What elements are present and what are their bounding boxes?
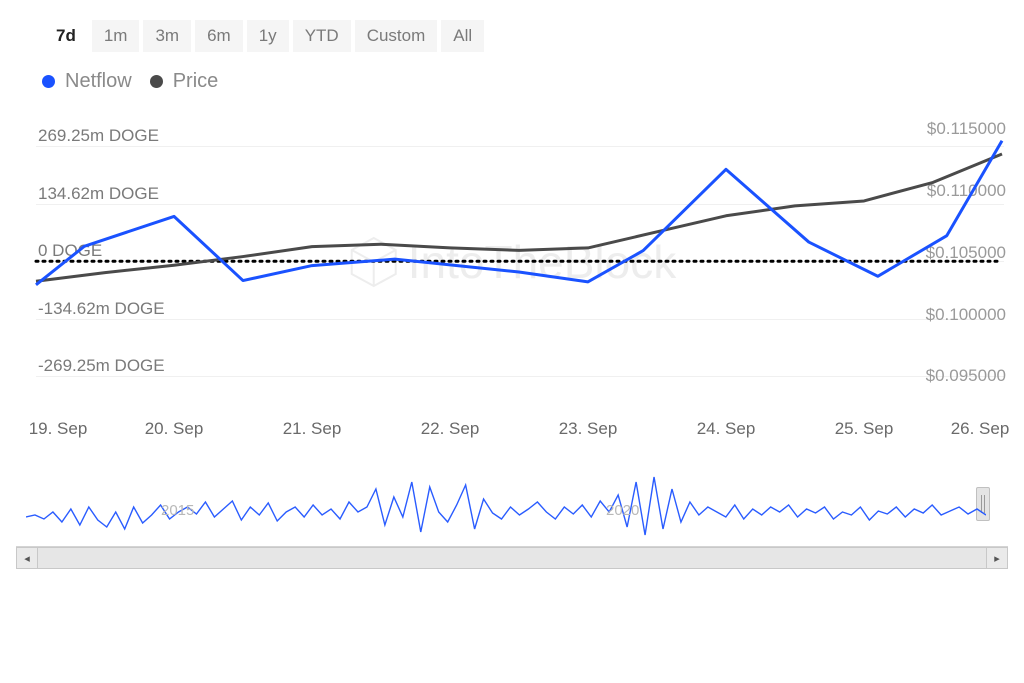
timeframe-custom[interactable]: Custom (355, 20, 438, 52)
timeframe-3m[interactable]: 3m (143, 20, 191, 52)
navigator-year-label: 2020 (606, 502, 639, 519)
scroll-right-button[interactable]: ▸ (986, 547, 1008, 569)
timeframe-ytd[interactable]: YTD (293, 20, 351, 52)
legend-dot-icon (150, 75, 163, 88)
arrow-left-icon: ◂ (24, 552, 30, 565)
timeframe-7d[interactable]: 7d (44, 20, 88, 52)
legend-item-netflow[interactable]: Netflow (42, 70, 132, 93)
navigator-year-label: 2015 (161, 502, 194, 519)
timeframe-1y[interactable]: 1y (247, 20, 289, 52)
arrow-right-icon: ▸ (994, 552, 1000, 565)
scrollbar[interactable]: ◂ ▸ (16, 547, 1008, 569)
timeframe-6m[interactable]: 6m (195, 20, 243, 52)
legend-dot-icon (42, 75, 55, 88)
main-chart: IntoTheBlock 269.25m DOGE134.62m DOGE0 D… (16, 113, 1008, 443)
timeframe-all[interactable]: All (441, 20, 484, 52)
navigator-chart[interactable]: 2015 2020 (16, 457, 1008, 547)
legend-label: Netflow (65, 70, 132, 93)
legend-label: Price (173, 70, 219, 93)
timeframe-selector: 7d1m3m6m1yYTDCustomAll (16, 20, 1008, 52)
scroll-left-button[interactable]: ◂ (16, 547, 38, 569)
chart-svg (16, 113, 1008, 443)
legend-item-price[interactable]: Price (150, 70, 219, 93)
scroll-track[interactable] (38, 547, 986, 569)
legend: Netflow Price (16, 70, 1008, 93)
timeframe-1m[interactable]: 1m (92, 20, 140, 52)
